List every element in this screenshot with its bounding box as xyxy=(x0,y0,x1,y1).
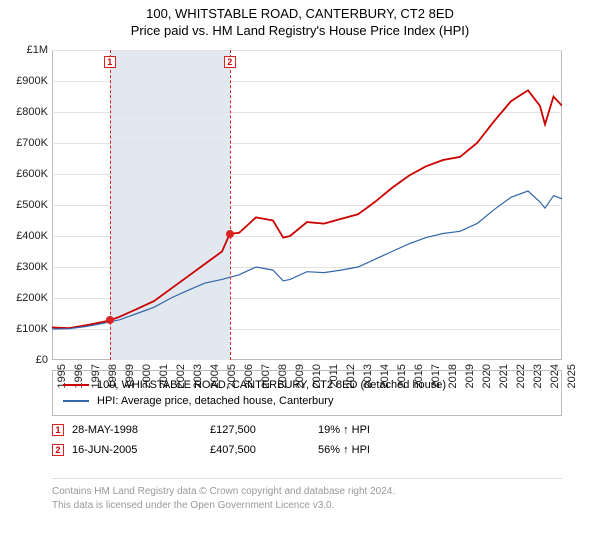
y-axis-tick-label: £500K xyxy=(16,199,48,211)
y-axis-tick-label: £200K xyxy=(16,292,48,304)
y-axis-tick-label: £700K xyxy=(16,137,48,149)
y-axis-tick-label: £800K xyxy=(16,106,48,118)
x-axis-tick-label: 2025 xyxy=(566,364,578,388)
sale-date: 16-JUN-2005 xyxy=(72,444,202,456)
legend: 100, WHITSTABLE ROAD, CANTERBURY, CT2 8E… xyxy=(52,370,562,416)
sale-diff-vs-hpi: 56% ↑ HPI xyxy=(318,444,418,456)
sale-row-marker: 2 xyxy=(52,444,64,456)
sale-marker-box: 2 xyxy=(224,56,236,68)
y-axis-tick-label: £100K xyxy=(16,323,48,335)
legend-item: HPI: Average price, detached house, Cant… xyxy=(63,393,551,409)
sale-date: 28-MAY-1998 xyxy=(72,424,202,436)
sale-marker-line xyxy=(230,50,231,360)
chart-lines xyxy=(52,50,562,360)
legend-item: 100, WHITSTABLE ROAD, CANTERBURY, CT2 8E… xyxy=(63,377,551,393)
chart-subtitle: Price paid vs. HM Land Registry's House … xyxy=(0,21,600,38)
chart-title: 100, WHITSTABLE ROAD, CANTERBURY, CT2 8E… xyxy=(0,0,600,21)
y-axis-tick-label: £0 xyxy=(36,354,48,366)
y-axis-tick-label: £600K xyxy=(16,168,48,180)
series-line-property xyxy=(52,90,562,328)
legend-swatch xyxy=(63,384,89,386)
sale-diff-vs-hpi: 19% ↑ HPI xyxy=(318,424,418,436)
sale-price: £127,500 xyxy=(210,424,310,436)
y-axis-tick-label: £1M xyxy=(27,44,48,56)
footer-line-1: Contains HM Land Registry data © Crown c… xyxy=(52,485,562,499)
sale-marker-box: 1 xyxy=(104,56,116,68)
sales-table: 1 28-MAY-1998 £127,500 19% ↑ HPI 2 16-JUN-200… xyxy=(52,420,562,460)
legend-label: HPI: Average price, detached house, Cant… xyxy=(97,395,333,407)
sale-marker-line xyxy=(110,50,111,360)
y-axis-tick-label: £900K xyxy=(16,75,48,87)
footer-line-2: This data is licensed under the Open Gov… xyxy=(52,499,562,513)
sale-row: 1 28-MAY-1998 £127,500 19% ↑ HPI xyxy=(52,420,562,440)
series-line-hpi xyxy=(52,191,562,329)
y-axis-tick-label: £400K xyxy=(16,230,48,242)
sale-price: £407,500 xyxy=(210,444,310,456)
y-axis-tick-label: £300K xyxy=(16,261,48,273)
legend-swatch xyxy=(63,400,89,402)
sale-marker-dot xyxy=(106,316,114,324)
chart-area: 12 £0£100K£200K£300K£400K£500K£600K£700K… xyxy=(52,50,562,360)
footer-attribution: Contains HM Land Registry data © Crown c… xyxy=(52,478,562,513)
sale-row-marker: 1 xyxy=(52,424,64,436)
sale-marker-dot xyxy=(226,230,234,238)
sale-row: 2 16-JUN-2005 £407,500 56% ↑ HPI xyxy=(52,440,562,460)
legend-label: 100, WHITSTABLE ROAD, CANTERBURY, CT2 8E… xyxy=(97,379,446,391)
